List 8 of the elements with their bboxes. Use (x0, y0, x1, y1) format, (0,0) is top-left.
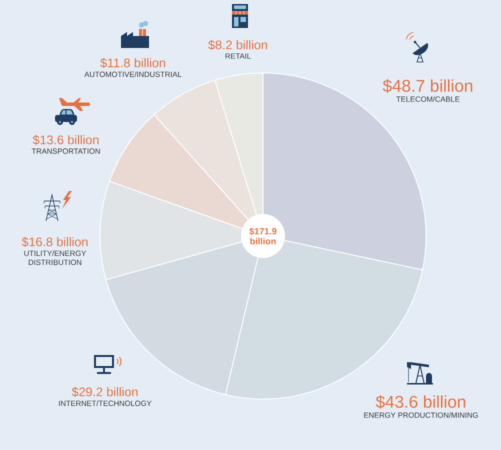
text: $171.9 billion (249, 228, 276, 244)
data-label: $29.2 billion (72, 386, 138, 398)
data-label: $13.6 billion (32, 134, 99, 146)
data-label: $16.8 billion (22, 236, 88, 248)
data-label: $8.2 billion (208, 40, 268, 50)
data-label: $48.7 billion (382, 79, 472, 93)
data-label: $43.6 billion (376, 395, 466, 409)
data-label: $11.8 billion (100, 58, 166, 68)
